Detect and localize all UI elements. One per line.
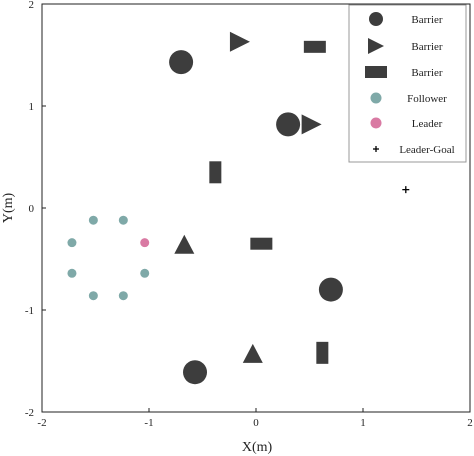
barrier-circle-mark [169,50,194,75]
x-tick-label: -1 [144,417,153,429]
legend-marker [373,146,379,152]
x-axis-ticks: -2 -1 0 1 2 [37,408,473,429]
legend-label: Barrier [411,41,442,53]
barrier-rect-mark [250,237,273,250]
barrier-rect-mark [303,40,326,53]
plot-area: -2 -1 0 1 2 -2 -1 0 1 2 [25,0,473,429]
legend-item: Leader [370,117,443,130]
x-axis-label: X(m) [242,440,273,455]
legend-item: Barrier [369,12,443,26]
barrier-triangle-right-mark [301,114,322,135]
follower-point [118,215,128,225]
legend-label: Follower [407,93,447,105]
legend-item: Follower [370,92,447,105]
follower-point [140,268,150,278]
y-axis-label: Y(m) [1,193,16,224]
barrier-triangle-up-mark [174,234,195,254]
legend-label: Leader-Goal [399,144,454,156]
y-tick-label: 0 [29,203,35,215]
leader-point [140,238,150,248]
legend-marker [369,12,383,26]
legend: Barrier Barrier Barrier Follower Leader Leade… [348,4,467,163]
legend-label: Barrier [411,67,442,79]
x-tick-label: 2 [467,417,473,429]
legend-frame [348,4,467,163]
legend-marker [365,66,387,78]
y-tick-label: 1 [29,101,35,113]
y-tick-label: -1 [25,305,34,317]
barrier-circle-mark [183,360,208,385]
leader-goal-point [402,186,410,194]
barrier-triangle-up-mark [242,343,263,363]
barrier-rect-mark [316,341,329,364]
y-tick-label: -2 [25,407,34,419]
legend-marker [370,92,382,104]
x-tick-label: 1 [360,417,366,429]
y-tick-label: 2 [29,0,35,11]
barrier-triangle-right-mark [229,31,250,52]
legend-item: Barrier [365,66,443,79]
y-axis-ticks: -2 -1 0 1 2 [25,0,46,419]
legend-label: Leader [412,118,443,130]
legend-marker [370,117,382,129]
follower-point [118,291,128,301]
legend-marker [368,38,384,54]
x-tick-label: 0 [253,417,259,429]
follower-point [88,291,98,301]
data-marks [67,31,410,385]
follower-point [67,268,77,278]
follower-point [88,215,98,225]
follower-point [67,238,77,248]
legend-item: Leader-Goal [373,144,455,156]
barrier-rect-mark [209,161,222,184]
legend-item: Barrier [368,38,443,54]
x-tick-label: -2 [37,417,46,429]
legend-label: Barrier [411,14,442,26]
barrier-circle-mark [318,277,343,302]
barrier-circle-mark [276,112,301,137]
